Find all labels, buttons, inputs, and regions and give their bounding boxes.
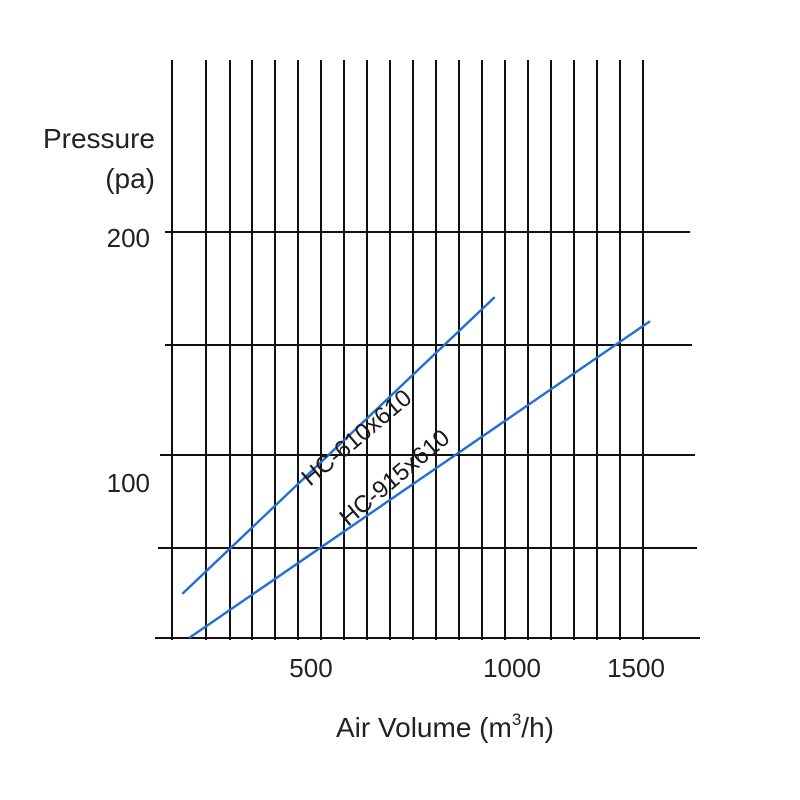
x-axis-title-superscript: 3 bbox=[512, 710, 521, 729]
x-axis-title-end: /h) bbox=[521, 712, 554, 743]
y-axis-title-line1: Pressure bbox=[43, 123, 155, 154]
vertical-grid-lines bbox=[171, 60, 644, 640]
y-tick-label: 200 bbox=[107, 223, 150, 253]
series-lines bbox=[181, 296, 651, 639]
x-axis-title: Air Volume (m3/h) bbox=[336, 710, 554, 743]
x-tick-label: 500 bbox=[289, 653, 332, 683]
tick-labels: 500 1000 1500 100 200 bbox=[107, 223, 665, 683]
series-line-2 bbox=[188, 320, 651, 639]
x-axis-title-main: Air Volume (m bbox=[336, 712, 512, 743]
horizontal-grid-lines bbox=[155, 231, 700, 639]
y-tick-label: 100 bbox=[107, 468, 150, 498]
series-line-1 bbox=[181, 296, 496, 595]
y-axis-title-line2: (pa) bbox=[105, 163, 155, 194]
x-tick-label: 1500 bbox=[607, 653, 665, 683]
x-tick-label: 1000 bbox=[483, 653, 541, 683]
